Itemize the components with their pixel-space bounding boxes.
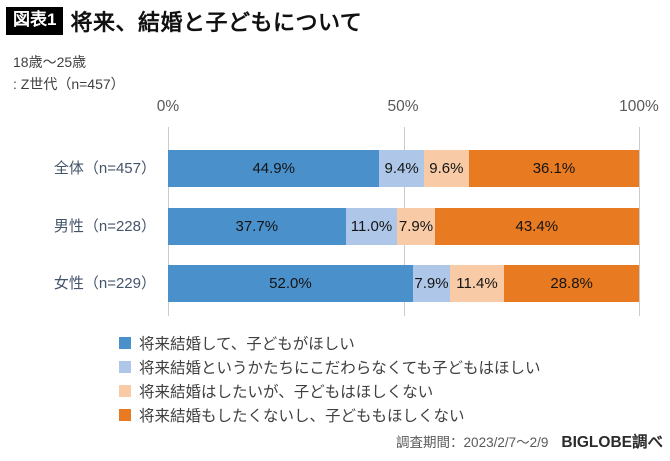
source-credit: BIGLOBE調べ (561, 434, 663, 451)
legend-label: 将来結婚はしたいが、子どもはほしくない (139, 384, 434, 401)
bar-value-label: 43.4% (515, 218, 559, 235)
bar-segment (345, 208, 398, 245)
bar-value-label: 44.9% (252, 160, 295, 177)
legend-label: 将来結婚もしたくないし、子どももほしくない (139, 408, 465, 425)
bar-segment (168, 150, 380, 187)
bar-value-label: 7.9% (414, 275, 449, 292)
bar-segment (412, 265, 451, 302)
figure-number-badge: 図表1 (6, 7, 64, 35)
x-axis-tick-50: 50% (387, 98, 419, 115)
bar-value-label: 7.9% (398, 218, 434, 235)
bar-value-label: 9.6% (429, 160, 464, 177)
bar-segment (397, 208, 435, 245)
legend-item: 将来結婚もしたくないし、子どももほしくない (119, 403, 540, 427)
category-label: 全体（n=457） (53, 160, 156, 177)
figure-header: 図表1 将来、結婚と子どもについて (6, 5, 362, 37)
bar-value-label: 28.8% (550, 275, 593, 292)
gridline-100 (639, 127, 640, 316)
category-label: 男性（n=228） (53, 218, 156, 235)
legend: 将来結婚して、子どもがほしい将来結婚というかたちにこだわらなくても子どもはほしい… (119, 331, 540, 427)
bar-segment (168, 208, 346, 245)
bar-segment (450, 265, 504, 302)
bar-segment (434, 208, 639, 245)
x-axis-tick-100: 100% (619, 98, 659, 115)
figure-title: 将来、結婚と子どもについて (70, 10, 363, 35)
legend-item: 将来結婚というかたちにこだわらなくても子どもはほしい (119, 355, 540, 379)
x-axis-tick-0: 0% (156, 98, 180, 115)
legend-label: 将来結婚して、子どもがほしい (139, 336, 355, 353)
bar-value-label: 9.4% (384, 160, 419, 177)
bar-segment (379, 150, 424, 187)
bar-value-label: 52.0% (269, 275, 312, 292)
bar-segment (503, 265, 640, 302)
legend-swatch-icon (119, 361, 131, 373)
bar-segment (168, 265, 413, 302)
legend-item: 将来結婚して、子どもがほしい (119, 331, 540, 355)
legend-swatch-icon (119, 409, 131, 421)
bar-value-label: 11.4% (456, 275, 498, 292)
bar-value-label: 36.1% (532, 160, 576, 177)
bar-segment (468, 150, 639, 187)
category-label: 女性（n=229） (53, 275, 156, 292)
chart-subtitle: 18歳～25歳 : Z世代（n=457） (13, 51, 125, 95)
subtitle-age-range: 18歳～25歳 (13, 54, 87, 70)
legend-swatch-icon (119, 385, 131, 397)
bar-value-label: 11.0% (350, 218, 393, 235)
bar-value-label: 37.7% (235, 218, 279, 235)
footer: 調査期間：2023/2/7～2/9 BIGLOBE調べ (396, 430, 663, 452)
subtitle-generation: : Z世代（n=457） (13, 76, 125, 92)
survey-period: 調査期間：2023/2/7～2/9 (396, 435, 549, 450)
bar-segment (423, 150, 469, 187)
legend-swatch-icon (119, 337, 131, 349)
legend-item: 将来結婚はしたいが、子どもはほしくない (119, 379, 540, 403)
legend-label: 将来結婚というかたちにこだわらなくても子どもはほしい (139, 360, 541, 377)
